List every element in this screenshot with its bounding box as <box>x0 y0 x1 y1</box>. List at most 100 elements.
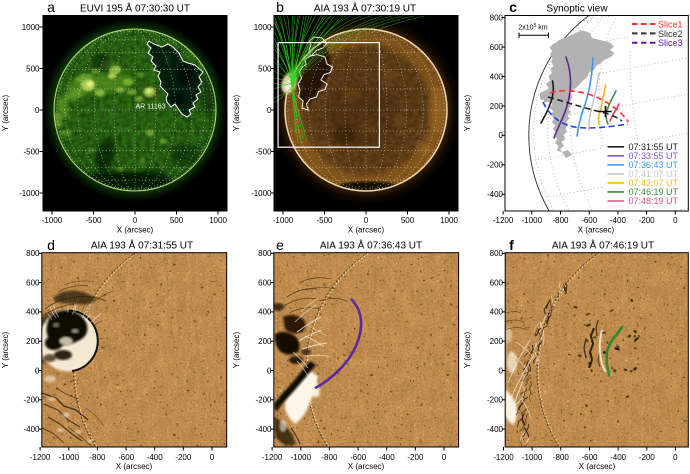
svg-text:X (arcsec): X (arcsec) <box>578 226 615 235</box>
svg-text:-200: -200 <box>175 453 192 462</box>
svg-text:0: 0 <box>499 366 504 375</box>
svg-text:b: b <box>276 0 284 15</box>
svg-text:07:36:43 UT: 07:36:43 UT <box>629 160 679 170</box>
svg-text:0: 0 <box>442 453 447 462</box>
svg-text:AIA 193 Å 07:36:43 UT: AIA 193 Å 07:36:43 UT <box>320 238 422 251</box>
svg-text:0: 0 <box>210 453 215 462</box>
svg-text:400: 400 <box>258 308 272 317</box>
svg-text:1000: 1000 <box>22 23 40 32</box>
svg-text:0: 0 <box>35 106 40 115</box>
svg-text:Y (arcsec): Y (arcsec) <box>1 332 10 369</box>
svg-text:200: 200 <box>26 337 40 346</box>
svg-text:0: 0 <box>364 216 369 225</box>
svg-text:200: 200 <box>490 337 504 346</box>
svg-text:AIA 193 Å 07:46:19 UT: AIA 193 Å 07:46:19 UT <box>552 238 654 251</box>
svg-text:07:48:19 UT: 07:48:19 UT <box>629 196 679 206</box>
svg-text:Slice3: Slice3 <box>658 38 683 48</box>
svg-text:600: 600 <box>258 278 272 287</box>
svg-text:-1000: -1000 <box>522 453 543 462</box>
svg-text:-1000: -1000 <box>19 189 40 198</box>
svg-text:AR 11163: AR 11163 <box>136 104 166 111</box>
svg-text:Y (arcsec): Y (arcsec) <box>463 95 472 132</box>
svg-text:f: f <box>509 237 514 253</box>
svg-text:0: 0 <box>133 216 138 225</box>
svg-text:07:33:55 UT: 07:33:55 UT <box>629 151 679 161</box>
svg-text:07:31:55 UT: 07:31:55 UT <box>629 142 679 152</box>
svg-text:500: 500 <box>258 64 272 73</box>
svg-text:-1200: -1200 <box>493 216 514 225</box>
svg-text:e: e <box>276 237 284 253</box>
svg-text:-200: -200 <box>487 161 504 170</box>
svg-text:-1200: -1200 <box>262 453 283 462</box>
svg-text:-400: -400 <box>23 425 40 434</box>
svg-text:-200: -200 <box>639 216 656 225</box>
svg-text:800: 800 <box>258 249 272 258</box>
svg-text:Y (arcsec): Y (arcsec) <box>1 95 10 132</box>
svg-text:Y (arcsec): Y (arcsec) <box>232 332 241 369</box>
svg-text:EUVI 195 Å 07:30:30 UT: EUVI 195 Å 07:30:30 UT <box>80 2 190 15</box>
svg-text:600: 600 <box>490 278 504 287</box>
svg-text:-1200: -1200 <box>30 453 51 462</box>
svg-text:-1000: -1000 <box>291 453 312 462</box>
svg-text:400: 400 <box>490 308 504 317</box>
svg-text:-200: -200 <box>23 396 40 405</box>
svg-text:-400: -400 <box>487 425 504 434</box>
svg-text:-1000: -1000 <box>273 216 294 225</box>
svg-text:a: a <box>47 0 55 15</box>
svg-text:1000: 1000 <box>209 216 227 225</box>
svg-text:200: 200 <box>490 102 504 111</box>
svg-text:-500: -500 <box>316 216 333 225</box>
svg-text:-400: -400 <box>610 216 627 225</box>
svg-text:X (arcsec): X (arcsec) <box>348 226 385 235</box>
svg-text:0: 0 <box>35 366 40 375</box>
svg-text:800: 800 <box>26 249 40 258</box>
svg-text:0: 0 <box>267 106 272 115</box>
svg-text:0: 0 <box>267 366 272 375</box>
svg-text:500: 500 <box>170 216 184 225</box>
svg-text:-400: -400 <box>610 453 627 462</box>
svg-text:-400: -400 <box>147 453 164 462</box>
svg-text:400: 400 <box>490 72 504 81</box>
svg-text:Slice1: Slice1 <box>658 19 683 29</box>
svg-text:07:46:19 UT: 07:46:19 UT <box>629 187 679 197</box>
svg-text:500: 500 <box>26 64 40 73</box>
svg-text:800: 800 <box>490 249 504 258</box>
svg-text:-500: -500 <box>255 147 272 156</box>
svg-text:-1000: -1000 <box>42 216 63 225</box>
svg-text:Y (arcsec): Y (arcsec) <box>232 95 241 132</box>
svg-text:c: c <box>509 0 517 15</box>
svg-text:600: 600 <box>26 278 40 287</box>
svg-text:Slice2: Slice2 <box>658 29 683 39</box>
svg-text:-600: -600 <box>118 453 135 462</box>
svg-text:2x105 km: 2x105 km <box>518 23 547 32</box>
svg-text:800: 800 <box>490 13 504 22</box>
svg-text:600: 600 <box>490 43 504 52</box>
svg-text:-600: -600 <box>350 453 367 462</box>
svg-text:-200: -200 <box>407 453 424 462</box>
svg-text:-500: -500 <box>85 216 102 225</box>
svg-text:07:41:07 UT: 07:41:07 UT <box>629 169 679 179</box>
svg-text:400: 400 <box>26 308 40 317</box>
svg-text:-800: -800 <box>553 453 570 462</box>
svg-text:-1000: -1000 <box>522 216 543 225</box>
svg-text:X (arcsec): X (arcsec) <box>579 462 616 471</box>
svg-text:-1000: -1000 <box>251 189 272 198</box>
svg-text:0: 0 <box>673 216 678 225</box>
svg-text:Y (arcsec): Y (arcsec) <box>463 332 472 369</box>
svg-text:07:43:07 UT: 07:43:07 UT <box>629 178 679 188</box>
svg-text:AIA 193 Å 07:30:19 UT: AIA 193 Å 07:30:19 UT <box>314 2 416 15</box>
svg-text:-200: -200 <box>487 396 504 405</box>
svg-text:AIA 193 Å 07:31:55 UT: AIA 193 Å 07:31:55 UT <box>91 238 193 251</box>
svg-text:1000: 1000 <box>440 216 458 225</box>
svg-text:-600: -600 <box>581 453 598 462</box>
svg-text:0: 0 <box>499 131 504 140</box>
svg-text:-1000: -1000 <box>59 453 80 462</box>
svg-text:1000: 1000 <box>254 23 272 32</box>
svg-text:-400: -400 <box>487 190 504 199</box>
svg-text:X (arcsec): X (arcsec) <box>117 226 154 235</box>
svg-text:X (arcsec): X (arcsec) <box>116 462 153 471</box>
svg-text:-200: -200 <box>639 453 656 462</box>
svg-text:Synoptic view: Synoptic view <box>546 4 608 15</box>
svg-text:-1200: -1200 <box>493 453 514 462</box>
svg-text:-400: -400 <box>255 425 272 434</box>
